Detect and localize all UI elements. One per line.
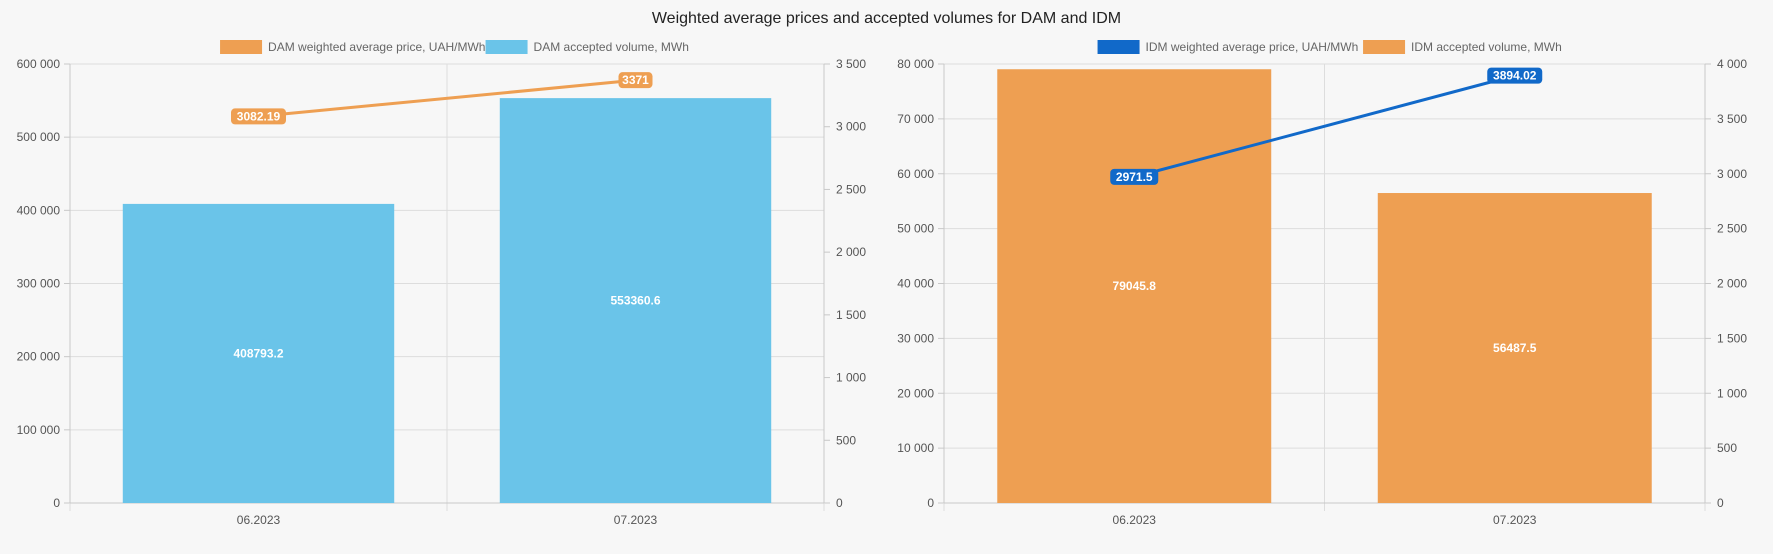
bar	[997, 69, 1272, 503]
bar-value-label: 408793.2	[233, 346, 283, 360]
y-right-tick-label: 3 000	[1717, 167, 1747, 181]
y-right-tick-label: 500	[1717, 441, 1737, 455]
legend-swatch	[220, 40, 263, 54]
y-right-tick-label: 2 000	[1717, 277, 1747, 291]
y-right-tick-label: 0	[1717, 496, 1724, 510]
y-right-tick-label: 1 500	[1717, 331, 1747, 345]
y-left-tick-label: 0	[53, 496, 60, 510]
line-point-label-box	[231, 108, 286, 125]
y-right-tick-label: 3 500	[836, 57, 866, 71]
price-line	[258, 78, 636, 118]
y-right-tick-label: 2 000	[836, 245, 866, 259]
y-right-tick-label: 1 000	[836, 371, 866, 385]
bar-value-label: 56487.5	[1493, 341, 1537, 355]
chart-title: Weighted average prices and accepted vol…	[651, 10, 1122, 27]
line-point-label: 3082.19	[237, 109, 281, 123]
y-left-tick-label: 20 000	[897, 386, 934, 400]
y-right-tick-label: 1 500	[836, 308, 866, 322]
x-tick-label: 06.2023	[1113, 513, 1157, 527]
y-left-tick-label: 70 000	[897, 112, 934, 126]
y-left-tick-label: 200 000	[17, 350, 61, 364]
y-left-tick-label: 10 000	[897, 441, 934, 455]
y-right-tick-label: 1 000	[1717, 386, 1747, 400]
legend-swatch	[1097, 40, 1140, 54]
line-point-label-box	[1110, 168, 1159, 185]
y-left-tick-label: 300 000	[17, 277, 61, 291]
y-right-tick-label: 3 000	[836, 120, 866, 134]
x-tick-label: 07.2023	[1493, 513, 1537, 527]
line-point-label: 2971.5	[1116, 170, 1153, 184]
y-left-tick-label: 500 000	[17, 130, 61, 144]
y-left-tick-label: 60 000	[897, 167, 934, 181]
price-line	[1133, 74, 1516, 179]
line-point-label-box	[618, 72, 653, 89]
y-right-tick-label: 4 000	[1717, 57, 1747, 71]
legend-label: DAM weighted average price, UAH/MWh	[268, 40, 485, 54]
y-left-tick-label: 0	[927, 496, 934, 510]
bar-value-label: 553360.6	[610, 294, 660, 308]
y-left-tick-label: 50 000	[897, 222, 934, 236]
y-left-tick-label: 40 000	[897, 277, 934, 291]
line-point-label: 3371	[622, 73, 649, 87]
bar-value-label: 79045.8	[1113, 279, 1157, 293]
y-right-tick-label: 500	[836, 433, 856, 447]
y-left-tick-label: 100 000	[17, 423, 61, 437]
y-right-tick-label: 2 500	[836, 182, 866, 196]
y-left-tick-label: 400 000	[17, 203, 61, 217]
y-left-tick-label: 30 000	[897, 331, 934, 345]
bar	[1377, 193, 1652, 503]
x-tick-label: 07.2023	[614, 513, 658, 527]
y-right-tick-label: 0	[836, 496, 843, 510]
line-point-label: 3894.02	[1493, 69, 1537, 83]
legend-swatch	[485, 40, 528, 54]
y-right-tick-label: 2 500	[1717, 222, 1747, 236]
legend-label: IDM accepted volume, MWh	[1411, 40, 1562, 54]
y-left-tick-label: 600 000	[17, 57, 61, 71]
line-point-label-box	[1487, 67, 1543, 84]
x-tick-label: 06.2023	[237, 513, 281, 527]
bar	[122, 203, 395, 503]
legend-swatch	[1363, 40, 1406, 54]
y-right-tick-label: 3 500	[1717, 112, 1747, 126]
bar	[499, 98, 772, 503]
y-left-tick-label: 80 000	[897, 57, 934, 71]
legend-label: IDM weighted average price, UAH/MWh	[1146, 40, 1359, 54]
legend-label: DAM accepted volume, MWh	[534, 40, 689, 54]
